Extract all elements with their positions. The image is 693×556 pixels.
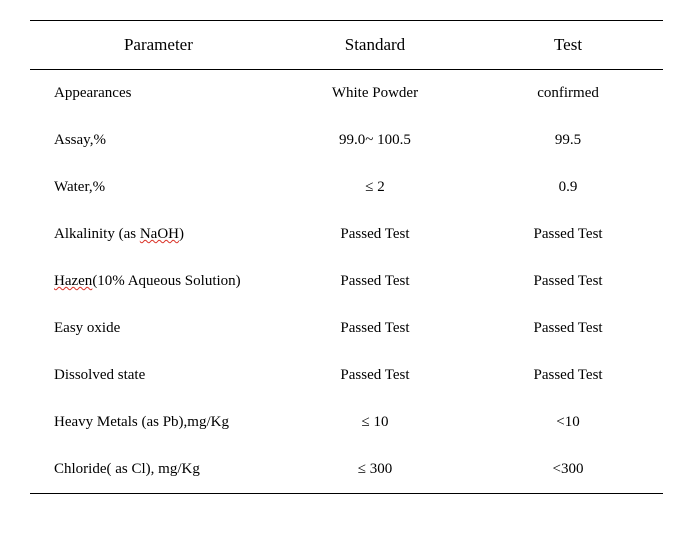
cell-standard: White Powder bbox=[277, 70, 473, 118]
specification-table: Parameter Standard Test Appearances White… bbox=[30, 20, 663, 494]
cell-test: 99.5 bbox=[473, 117, 663, 164]
table-body: Appearances White Powderconfirmed Assay,% 9… bbox=[30, 70, 663, 494]
param-text: Chloride( as Cl), mg/Kg bbox=[54, 461, 200, 477]
cell-parameter: Water,% bbox=[30, 164, 277, 211]
cell-test: Passed Test bbox=[473, 258, 663, 305]
cell-parameter: Appearances bbox=[30, 70, 277, 118]
cell-parameter: Assay,% bbox=[30, 117, 277, 164]
table-row: Water,% ≤ 20.9 bbox=[30, 164, 663, 211]
param-text: Appearances bbox=[54, 85, 131, 101]
param-text: ) bbox=[179, 226, 184, 242]
table-row: Alkalinity (as NaOH)Passed TestPassed Te… bbox=[30, 211, 663, 258]
cell-standard: ≤ 2 bbox=[277, 164, 473, 211]
cell-standard: Passed Test bbox=[277, 211, 473, 258]
cell-parameter: Chloride( as Cl), mg/Kg bbox=[30, 446, 277, 494]
table-row: Chloride( as Cl), mg/Kg ≤ 300<300 bbox=[30, 446, 663, 494]
param-text: Easy oxide bbox=[54, 320, 120, 336]
cell-test: Passed Test bbox=[473, 211, 663, 258]
table-row: Hazen(10% Aqueous Solution)Passed TestPa… bbox=[30, 258, 663, 305]
header-row: Parameter Standard Test bbox=[30, 21, 663, 70]
param-spellcheck-text: Hazen bbox=[54, 273, 92, 289]
cell-parameter: Dissolved state bbox=[30, 352, 277, 399]
header-standard: Standard bbox=[277, 21, 473, 70]
table-row: Dissolved state Passed TestPassed Test bbox=[30, 352, 663, 399]
param-text: (10% Aqueous Solution) bbox=[92, 273, 240, 289]
cell-standard: ≤ 300 bbox=[277, 446, 473, 494]
cell-standard: Passed Test bbox=[277, 305, 473, 352]
param-text: Dissolved state bbox=[54, 367, 145, 383]
header-parameter: Parameter bbox=[30, 21, 277, 70]
cell-parameter: Heavy Metals (as Pb),mg/Kg bbox=[30, 399, 277, 446]
table-row: Assay,% 99.0~ 100.599.5 bbox=[30, 117, 663, 164]
header-test: Test bbox=[473, 21, 663, 70]
param-spellcheck-text: NaOH bbox=[140, 226, 179, 242]
cell-standard: 99.0~ 100.5 bbox=[277, 117, 473, 164]
param-text: Water,% bbox=[54, 179, 105, 195]
param-text: Assay,% bbox=[54, 132, 106, 148]
param-text: Alkalinity (as bbox=[54, 226, 140, 242]
cell-standard: Passed Test bbox=[277, 352, 473, 399]
cell-parameter: Alkalinity (as NaOH) bbox=[30, 211, 277, 258]
table-row: Appearances White Powderconfirmed bbox=[30, 70, 663, 118]
cell-test: 0.9 bbox=[473, 164, 663, 211]
cell-test: Passed Test bbox=[473, 305, 663, 352]
cell-parameter: Easy oxide bbox=[30, 305, 277, 352]
cell-test: confirmed bbox=[473, 70, 663, 118]
cell-standard: ≤ 10 bbox=[277, 399, 473, 446]
cell-test: Passed Test bbox=[473, 352, 663, 399]
table-row: Easy oxide Passed TestPassed Test bbox=[30, 305, 663, 352]
cell-test: <300 bbox=[473, 446, 663, 494]
cell-test: <10 bbox=[473, 399, 663, 446]
param-text: Heavy Metals (as Pb),mg/Kg bbox=[54, 414, 229, 430]
table-row: Heavy Metals (as Pb),mg/Kg ≤ 10<10 bbox=[30, 399, 663, 446]
cell-standard: Passed Test bbox=[277, 258, 473, 305]
cell-parameter: Hazen(10% Aqueous Solution) bbox=[30, 258, 277, 305]
